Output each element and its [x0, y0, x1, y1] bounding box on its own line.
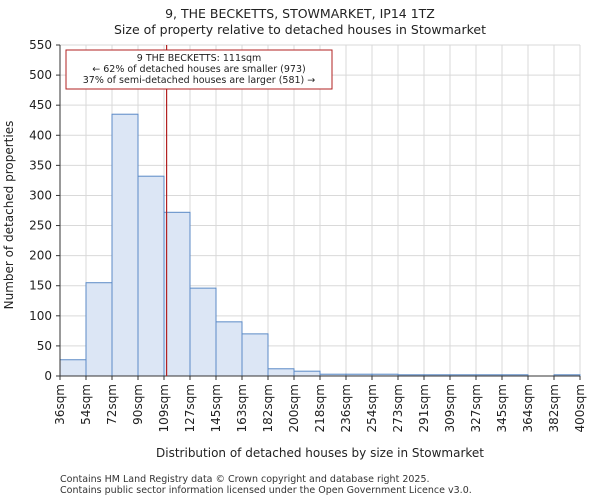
y-tick-label: 150	[29, 279, 52, 293]
histogram-bar	[163, 211, 191, 377]
y-axis-label: Number of detached properties	[2, 121, 16, 310]
histogram-bar	[111, 113, 139, 377]
x-tick-label: 345sqm	[495, 384, 509, 432]
histogram-bar	[137, 175, 165, 377]
annotation-text: 37% of semi-detached houses are larger (…	[83, 75, 316, 86]
histogram-bar	[85, 282, 113, 377]
x-tick-label: 382sqm	[547, 384, 561, 432]
x-tick-label: 291sqm	[417, 384, 431, 432]
x-tick-label: 273sqm	[391, 384, 405, 432]
y-tick-label: 0	[44, 369, 52, 383]
histogram-bar	[293, 370, 321, 377]
y-tick-label: 550	[29, 38, 52, 52]
y-tick-label: 500	[29, 68, 52, 82]
x-tick-label: 218sqm	[313, 384, 327, 432]
x-tick-label: 109sqm	[157, 384, 171, 432]
x-tick-label: 54sqm	[79, 384, 93, 425]
x-tick-label: 127sqm	[183, 384, 197, 432]
histogram-bar	[241, 333, 269, 377]
marker-layer: 9 THE BECKETTS: 111sqm← 62% of detached …	[65, 45, 333, 376]
chart-subtitle: Size of property relative to detached ho…	[114, 22, 486, 37]
histogram-bar	[215, 321, 243, 377]
x-axis-label: Distribution of detached houses by size …	[156, 446, 484, 460]
x-tick-label: 327sqm	[469, 384, 483, 432]
histogram-bar	[267, 368, 295, 377]
x-tick-label: 145sqm	[209, 384, 223, 432]
bars-layer	[59, 113, 581, 377]
footer-attribution-1: Contains HM Land Registry data © Crown c…	[60, 474, 430, 485]
y-tick-label: 100	[29, 309, 52, 323]
annotation-text: 9 THE BECKETTS: 111sqm	[137, 53, 261, 64]
x-tick-label: 36sqm	[53, 384, 67, 425]
annotation-text: ← 62% of detached houses are smaller (97…	[92, 64, 305, 75]
x-tick-label: 72sqm	[105, 384, 119, 425]
x-tick-label: 200sqm	[287, 384, 301, 432]
x-tick-label: 364sqm	[521, 384, 535, 432]
y-tick-label: 350	[29, 158, 52, 172]
x-tick-label: 400sqm	[573, 384, 587, 432]
x-tick-label: 182sqm	[261, 384, 275, 432]
x-ticks-layer: 36sqm 54sqm 72sqm 90sqm 109sqm 127sqm 145sqm 16…	[53, 376, 587, 432]
chart-title: 9, THE BECKETTS, STOWMARKET, IP14 1TZ	[165, 6, 435, 21]
x-tick-label: 163sqm	[235, 384, 249, 432]
y-tick-label: 300	[29, 188, 52, 202]
histogram-chart: 0 50 100 150 200 250 300 350 400 450 500 550 36sqm 5…	[2, 38, 587, 460]
histogram-bar	[59, 359, 87, 377]
footer-attribution-2: Contains public sector information licen…	[60, 485, 472, 496]
x-tick-label: 90sqm	[131, 384, 145, 425]
y-tick-label: 400	[29, 128, 52, 142]
y-tick-label: 450	[29, 98, 52, 112]
y-ticks-layer: 0 50 100 150 200 250 300 350 400 450 500 550	[29, 38, 60, 383]
y-tick-label: 200	[29, 249, 52, 263]
y-tick-label: 50	[37, 339, 52, 353]
x-tick-label: 309sqm	[443, 384, 457, 432]
x-tick-label: 236sqm	[339, 384, 353, 432]
annotation-box	[65, 49, 333, 90]
y-tick-label: 250	[29, 219, 52, 233]
histogram-bar	[189, 287, 217, 377]
x-tick-label: 254sqm	[365, 384, 379, 432]
